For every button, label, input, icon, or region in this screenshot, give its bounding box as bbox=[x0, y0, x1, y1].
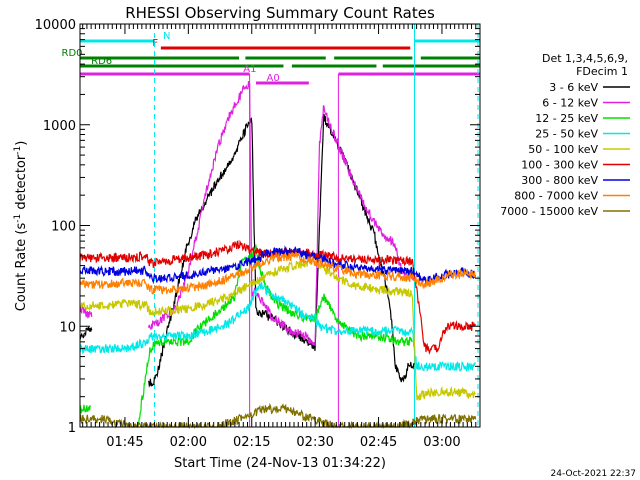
series-line bbox=[79, 281, 476, 373]
y-tick-label: 100 bbox=[51, 220, 76, 235]
x-axis: 01:45 02:00 02:15 02:30 02:45 03:00 bbox=[82, 24, 481, 450]
y-tick-label: 1 bbox=[68, 421, 76, 436]
x-tick-label: 02:45 bbox=[360, 435, 397, 450]
y-axis-label: Count Rate (s-1 detector-1) bbox=[13, 141, 29, 312]
legend-label: 6 - 12 keV bbox=[542, 97, 598, 110]
x-tick-label: 02:15 bbox=[233, 435, 270, 450]
legend-header: Det 1,3,4,5,6,9, bbox=[542, 52, 628, 65]
x-tick-label: 03:00 bbox=[423, 435, 460, 450]
legend-label: 7000 - 15000 keV bbox=[500, 205, 598, 218]
x-axis-label: Start Time (24-Nov-13 01:34:22) bbox=[174, 456, 386, 471]
flag-label: RD6 bbox=[91, 56, 112, 67]
legend-label: 50 - 100 keV bbox=[528, 143, 598, 156]
footer-timestamp: 24-Oct-2021 22:37 bbox=[551, 469, 636, 479]
x-tick-label: 02:00 bbox=[170, 435, 207, 450]
x-tick-label: 02:30 bbox=[296, 435, 333, 450]
y-tick-label: 10 bbox=[59, 320, 76, 335]
y-tick-label: 1000 bbox=[43, 119, 76, 134]
legend-label: 100 - 300 keV bbox=[521, 159, 598, 172]
y-axis-label-part1: Count Rate (s bbox=[14, 223, 29, 312]
series-line bbox=[80, 258, 476, 401]
flag-label: F bbox=[152, 38, 158, 49]
series-line bbox=[79, 251, 477, 295]
legend-label: 25 - 50 keV bbox=[535, 128, 598, 141]
y-axis-label-part2: detector bbox=[14, 154, 29, 214]
flag-label: RD0 bbox=[62, 48, 83, 59]
y-axis-label-part3: ) bbox=[14, 141, 29, 146]
y-tick-label: 10000 bbox=[35, 18, 76, 33]
chart-title: RHESSI Observing Summary Count Rates bbox=[125, 4, 435, 22]
series-line bbox=[79, 80, 415, 346]
flag-label: N bbox=[163, 31, 170, 42]
legend: Det 1,3,4,5,6,9,FDecim 1 3 - 6 keV 6 - 12 … bbox=[500, 52, 630, 218]
y-axis-label-exp1: -1 bbox=[13, 214, 23, 223]
x-tick-label: 01:45 bbox=[106, 435, 143, 450]
legend-header: FDecim 1 bbox=[576, 65, 628, 78]
flag-label: A1 bbox=[243, 64, 256, 75]
series-line bbox=[79, 113, 415, 388]
legend-label: 800 - 7000 keV bbox=[514, 190, 598, 203]
legend-label: 300 - 800 keV bbox=[521, 174, 598, 187]
series-layer bbox=[79, 80, 477, 430]
legend-label: 12 - 25 keV bbox=[535, 112, 598, 125]
y-axis-label-exp2: -1 bbox=[13, 146, 23, 155]
y-axis: 1 10 100 1000 10000 bbox=[35, 18, 480, 436]
flag-label: A0 bbox=[267, 73, 280, 84]
legend-label: 3 - 6 keV bbox=[549, 81, 598, 94]
